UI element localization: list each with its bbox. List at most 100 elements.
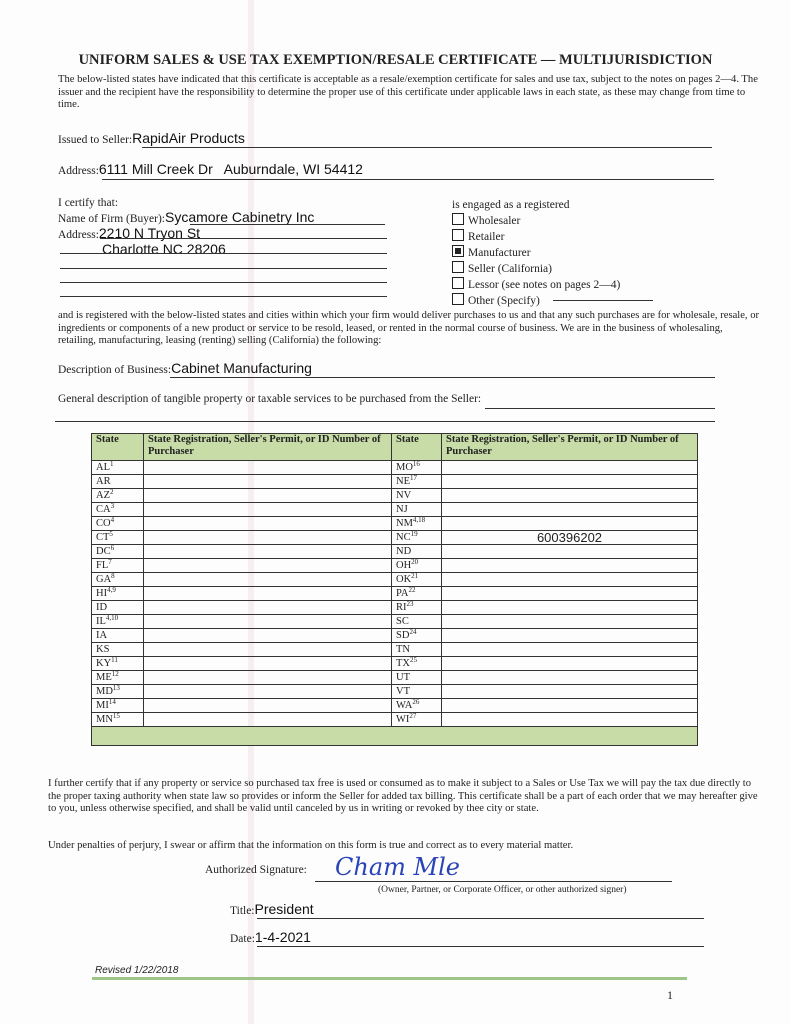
- state-cell: HI4,9: [91, 586, 144, 601]
- state-cell: NJ: [391, 502, 442, 517]
- table-row: CA3 NJ: [91, 502, 698, 517]
- registration-number-cell[interactable]: [143, 712, 392, 727]
- state-cell: PA22: [391, 586, 442, 601]
- registration-number-cell[interactable]: [441, 670, 698, 685]
- business-label: Description of Business:: [58, 364, 172, 376]
- registration-number-cell[interactable]: [441, 488, 698, 503]
- registration-number-cell[interactable]: [441, 460, 698, 475]
- state-code: AL: [96, 461, 110, 473]
- seller-address-field: Address:6111 Mill Creek Dr Auburndale, W…: [58, 162, 363, 177]
- checkbox-checked[interactable]: [452, 245, 464, 257]
- buyer-address-line2[interactable]: Charlotte NC 28206: [102, 241, 226, 257]
- seller-value[interactable]: RapidAir Products: [132, 130, 245, 146]
- table-row: AR NE17: [91, 474, 698, 489]
- business-value[interactable]: Cabinet Manufacturing: [171, 360, 312, 376]
- registration-number-cell[interactable]: [441, 474, 698, 489]
- registration-number-cell[interactable]: [441, 558, 698, 573]
- registration-number-cell[interactable]: [441, 656, 698, 671]
- registration-number-cell[interactable]: [143, 572, 392, 587]
- title-label: Title:: [230, 905, 255, 917]
- state-cell: NE17: [391, 474, 442, 489]
- table-footer-row: [91, 726, 698, 746]
- registration-number-cell[interactable]: [143, 670, 392, 685]
- registration-number-cell[interactable]: [441, 516, 698, 531]
- table-row: GA8 OK21: [91, 572, 698, 587]
- checkbox[interactable]: [452, 293, 464, 305]
- state-cell: CA3: [91, 502, 144, 517]
- registration-number-cell[interactable]: [143, 656, 392, 671]
- option-lessor[interactable]: Lessor (see notes on pages 2—4): [452, 277, 620, 293]
- checkbox[interactable]: [452, 213, 464, 225]
- registration-number-cell[interactable]: [441, 684, 698, 699]
- registration-number-cell[interactable]: [143, 516, 392, 531]
- table-row: KY11 TX25: [91, 656, 698, 671]
- option-wholesaler[interactable]: Wholesaler: [452, 213, 620, 229]
- state-cell: WI27: [391, 712, 442, 727]
- table-row: AZ2 NV: [91, 488, 698, 503]
- state-code: HI: [96, 587, 108, 599]
- state-code: TX: [396, 657, 410, 669]
- registration-number-cell[interactable]: [143, 628, 392, 643]
- registration-number-cell[interactable]: [143, 530, 392, 545]
- registration-number-cell[interactable]: [441, 698, 698, 713]
- state-note-ref: 14: [108, 698, 116, 706]
- state-cell: IA: [91, 628, 144, 643]
- registration-number-cell[interactable]: [143, 544, 392, 559]
- table-row: MN15 WI27: [91, 712, 698, 727]
- state-cell: AR: [91, 474, 144, 489]
- buyer-name-value[interactable]: Sycamore Cabinetry Inc: [165, 209, 315, 225]
- option-other[interactable]: Other (Specify): [452, 293, 620, 309]
- registration-number-cell[interactable]: [441, 586, 698, 601]
- registration-number-cell[interactable]: [143, 614, 392, 629]
- checkbox[interactable]: [452, 229, 464, 241]
- table-row: ID RI23: [91, 600, 698, 615]
- registration-number-cell[interactable]: [441, 502, 698, 517]
- registration-number-cell[interactable]: [143, 474, 392, 489]
- state-cell: ME12: [91, 670, 144, 685]
- date-value[interactable]: 1-4-2021: [254, 929, 311, 945]
- state-code: CT: [96, 531, 110, 543]
- registration-number-cell[interactable]: [143, 488, 392, 503]
- state-cell: GA8: [91, 572, 144, 587]
- registration-number-cell[interactable]: [441, 614, 698, 629]
- date-label: Date:: [230, 933, 255, 945]
- state-note-ref: 23: [406, 600, 414, 608]
- state-note-ref: 4,10: [105, 614, 119, 622]
- signature-image: Cham Mle: [335, 853, 460, 881]
- buyer-address-line1[interactable]: 2210 N Tryon St: [98, 225, 201, 241]
- registration-number-cell[interactable]: [143, 502, 392, 517]
- registration-number-cell[interactable]: [143, 558, 392, 573]
- state-cell: AL1: [91, 460, 144, 475]
- registration-number-cell[interactable]: [441, 642, 698, 657]
- registration-number-cell[interactable]: [143, 460, 392, 475]
- state-note-ref: 8: [111, 572, 115, 580]
- option-label: Wholesaler: [468, 215, 521, 227]
- registration-number-cell[interactable]: [441, 544, 698, 559]
- seller-address-value[interactable]: 6111 Mill Creek Dr Auburndale, WI 54412: [98, 161, 363, 177]
- option-seller-california[interactable]: Seller (California): [452, 261, 620, 277]
- state-cell: CT5: [91, 530, 144, 545]
- state-cell: OH20: [391, 558, 442, 573]
- option-manufacturer[interactable]: Manufacturer: [452, 245, 620, 261]
- registration-number-cell[interactable]: [143, 642, 392, 657]
- state-code: GA: [96, 573, 112, 585]
- title-value[interactable]: President: [254, 901, 314, 917]
- registration-number-cell[interactable]: [143, 600, 392, 615]
- registration-number-cell[interactable]: [143, 698, 392, 713]
- registration-number-cell[interactable]: [143, 586, 392, 601]
- registration-number-cell[interactable]: [143, 684, 392, 699]
- registration-number-cell[interactable]: [441, 572, 698, 587]
- registration-number-cell[interactable]: 600396202: [441, 530, 698, 545]
- checkbox[interactable]: [452, 261, 464, 273]
- state-code: CA: [96, 503, 111, 515]
- registration-number-cell[interactable]: [441, 712, 698, 727]
- registration-number-cell[interactable]: [441, 600, 698, 615]
- state-note-ref: 15: [112, 712, 120, 720]
- option-retailer[interactable]: Retailer: [452, 229, 620, 245]
- state-note-ref: 17: [410, 474, 417, 482]
- state-code: KY: [96, 657, 112, 669]
- option-label: Seller (California): [468, 263, 552, 275]
- registration-number-cell[interactable]: [441, 628, 698, 643]
- checkbox[interactable]: [452, 277, 464, 289]
